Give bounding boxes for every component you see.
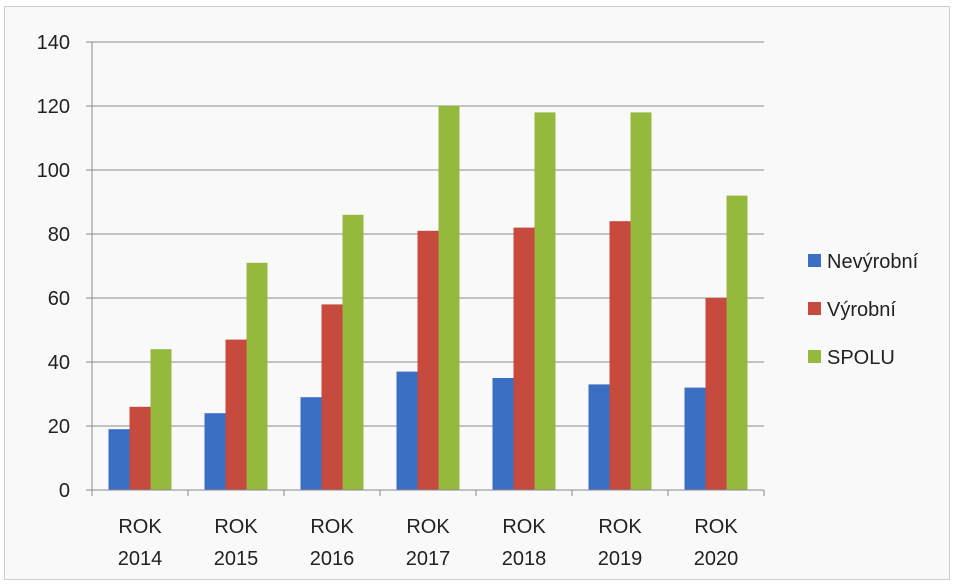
bar-spolu-2015: [246, 262, 268, 490]
bar-v-robn--2020: [705, 298, 727, 490]
y-tick-label: 60: [48, 288, 70, 310]
bar-v-robn--2019: [609, 221, 631, 490]
y-tick-label: 0: [59, 480, 70, 502]
bar-v-robn--2016: [321, 304, 343, 490]
bar-spolu-2020: [726, 195, 748, 490]
x-tick-label: ROK: [406, 516, 450, 538]
bar-spolu-2014: [150, 349, 172, 490]
bar-nev-robn--2020: [684, 387, 706, 490]
gridlines: [92, 41, 764, 427]
x-tick-label: ROK: [694, 516, 738, 538]
legend: Nevýrobní Výrobní SPOLU: [808, 251, 919, 369]
bar-spolu-2018: [534, 112, 556, 491]
bars: [108, 106, 748, 491]
x-tick-label: 2017: [406, 548, 451, 570]
legend-swatch: [808, 302, 821, 315]
y-tick-label: 100: [37, 160, 70, 182]
x-tick-label: ROK: [502, 516, 546, 538]
y-tick-label: 80: [48, 224, 70, 246]
y-tick-label: 140: [37, 32, 70, 54]
bar-v-robn--2015: [225, 339, 247, 490]
legend-swatch: [808, 350, 821, 363]
x-tick-label: 2014: [118, 548, 163, 570]
x-tick-label: ROK: [310, 516, 354, 538]
legend-label: SPOLU: [827, 347, 895, 369]
x-tick-label: 2019: [598, 548, 643, 570]
x-tick-label: 2018: [502, 548, 547, 570]
bar-spolu-2019: [630, 112, 652, 491]
legend-label: Výrobní: [827, 299, 896, 321]
bar-nev-robn--2019: [588, 384, 610, 490]
bar-nev-robn--2015: [204, 413, 226, 490]
y-tick-label: 120: [37, 96, 70, 118]
bar-spolu-2017: [438, 106, 460, 490]
legend-label: Nevýrobní: [827, 251, 919, 273]
bar-nev-robn--2017: [396, 371, 418, 490]
bar-nev-robn--2016: [300, 397, 322, 490]
bar-v-robn--2017: [417, 230, 439, 491]
legend-swatch: [808, 254, 821, 267]
x-tick-label: 2015: [214, 548, 259, 570]
bar-v-robn--2014: [129, 406, 151, 490]
bar-v-robn--2018: [513, 227, 535, 490]
y-tick-label: 20: [48, 416, 70, 438]
axes: 0 20 40 60 80 100 120 140 ROK 2014 ROK 2015 ROK 2016 R…: [37, 32, 765, 570]
y-tick-label: 40: [48, 352, 70, 374]
bar-spolu-2016: [342, 214, 364, 491]
x-tick-label: 2016: [310, 548, 355, 570]
x-tick-label: ROK: [598, 516, 642, 538]
bar-nev-robn--2018: [492, 378, 514, 490]
x-tick-label: ROK: [214, 516, 258, 538]
x-tick-label: ROK: [118, 516, 162, 538]
x-tick-label: 2020: [694, 548, 739, 570]
bar-nev-robn--2014: [108, 429, 130, 490]
